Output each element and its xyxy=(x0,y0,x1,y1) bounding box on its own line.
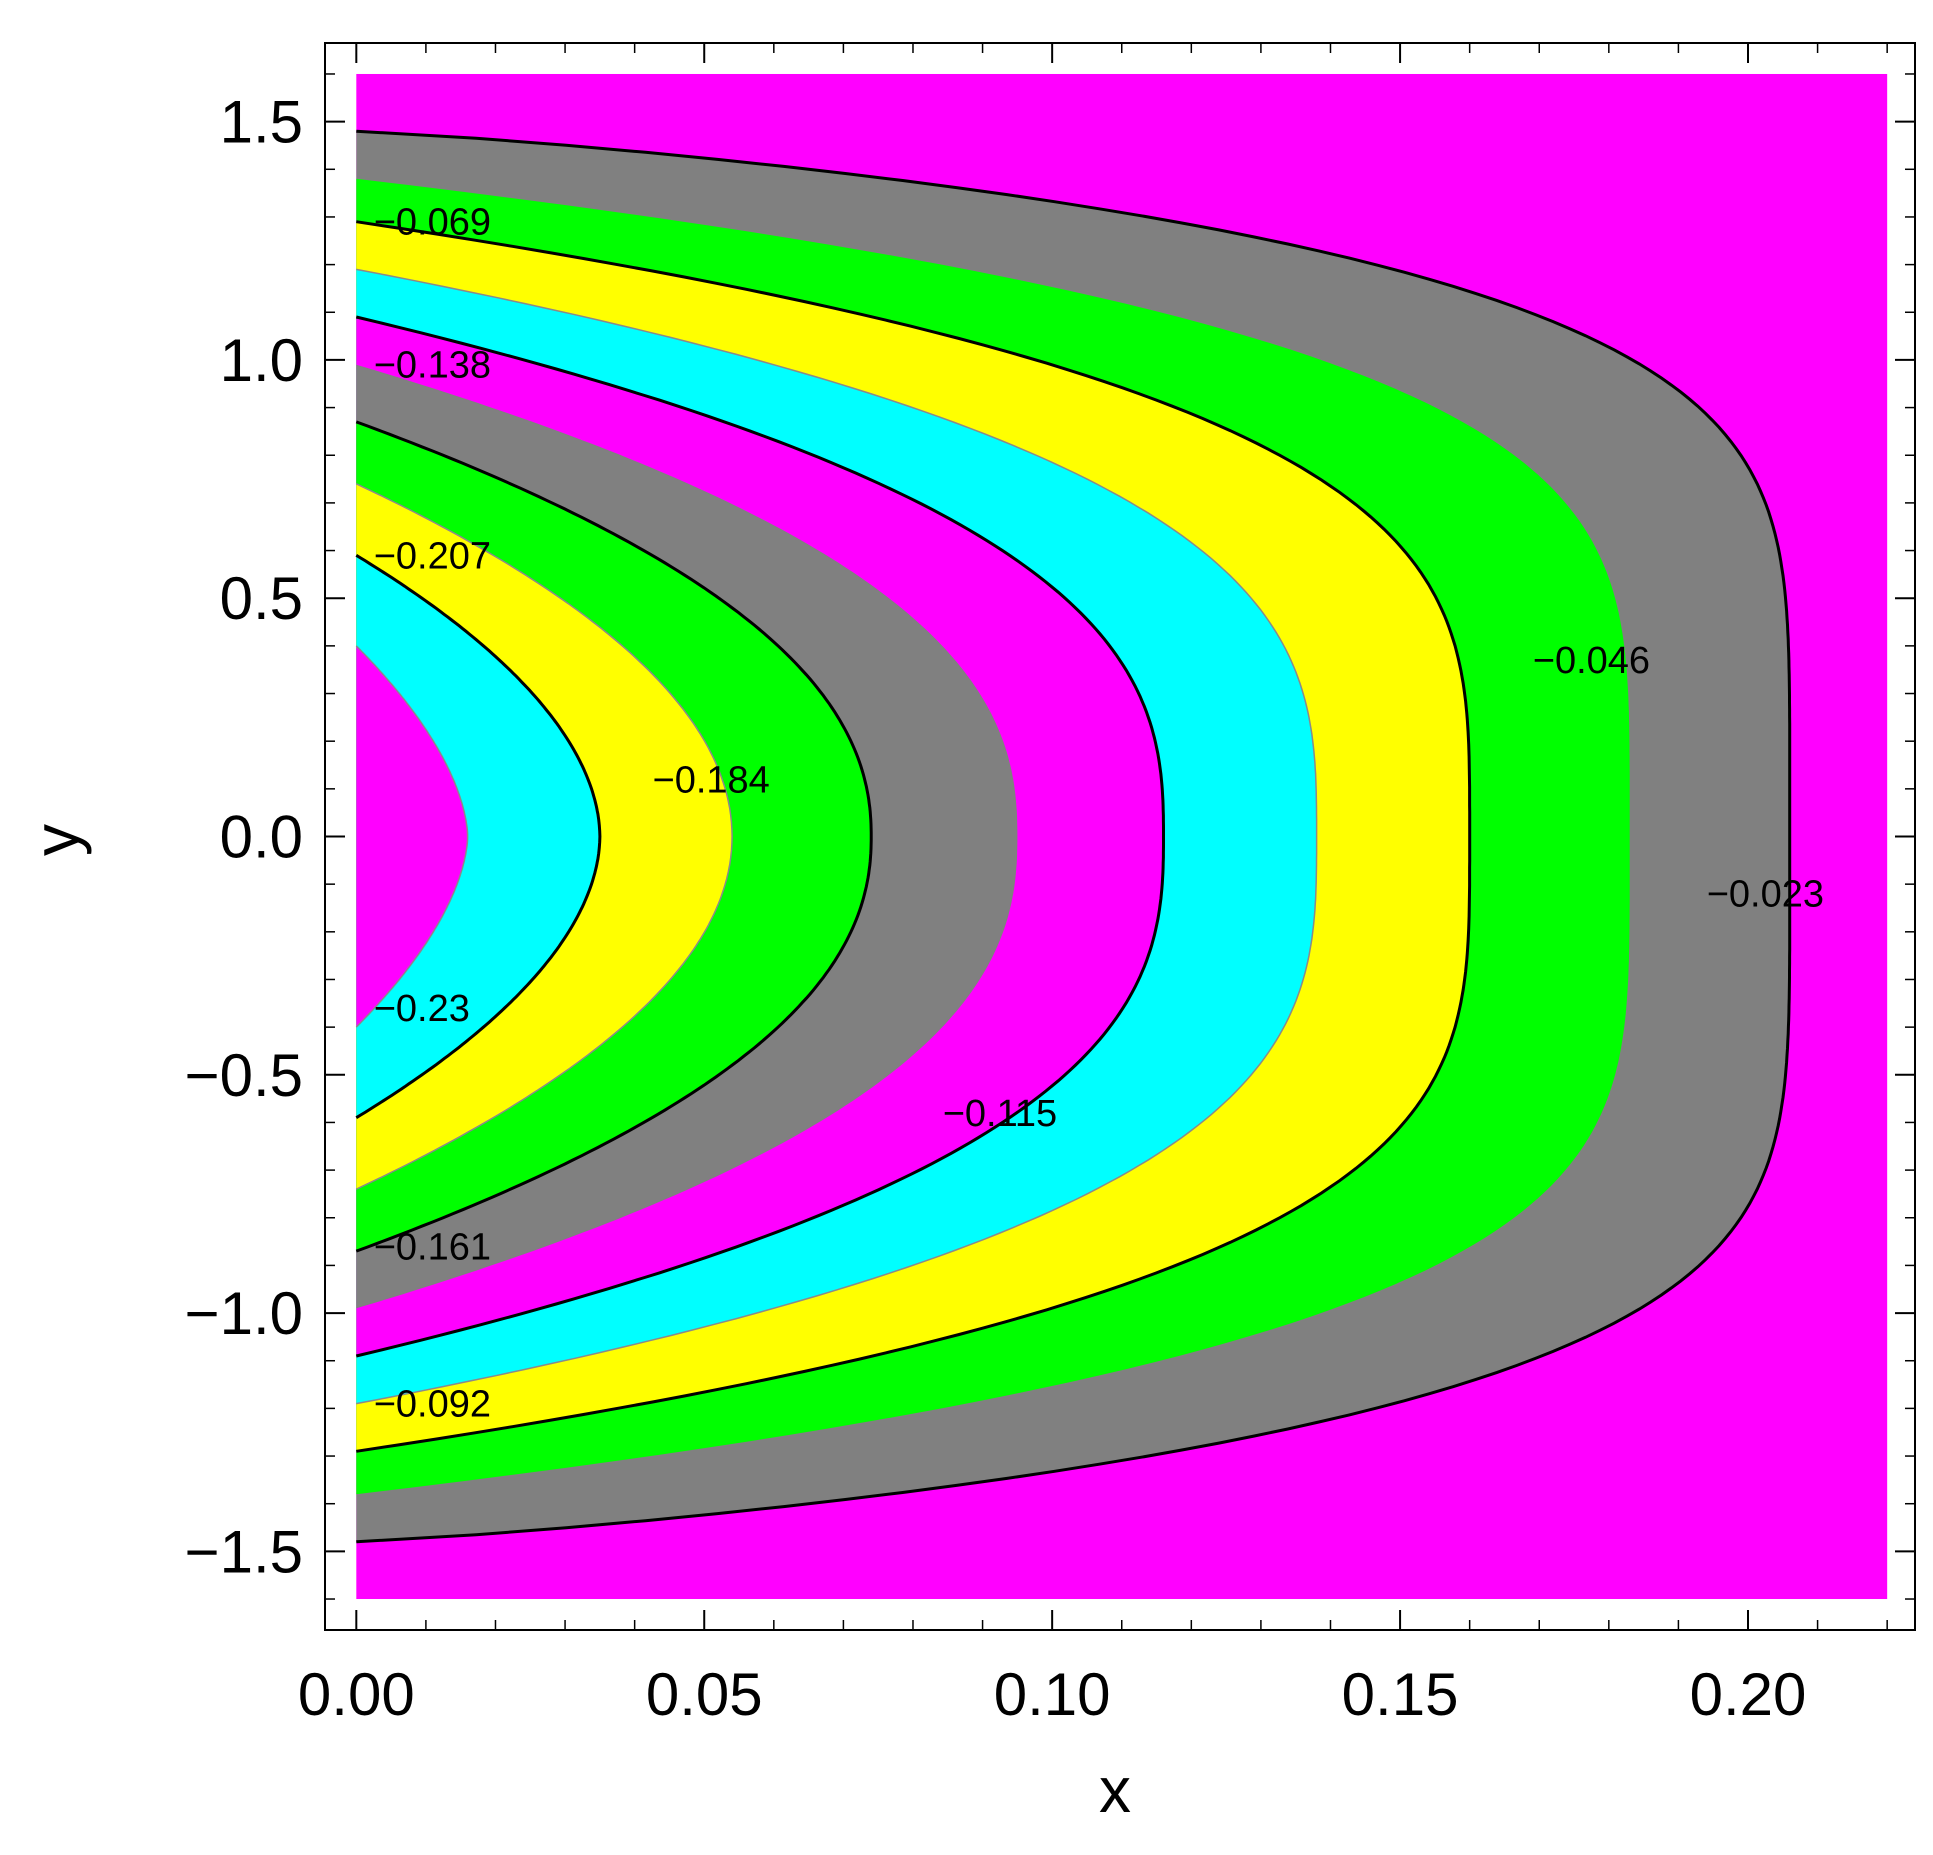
contour-label: −0.046 xyxy=(1533,640,1650,682)
contour-bands xyxy=(355,73,1888,1600)
contour-label: −0.161 xyxy=(374,1226,491,1268)
contour-line xyxy=(355,483,733,1190)
y-tick-label: 0.0 xyxy=(220,804,303,871)
x-tick-label: 0.00 xyxy=(298,1661,415,1728)
y-tick-label: 1.0 xyxy=(220,327,303,394)
contour-line xyxy=(355,315,1165,1358)
contour-line xyxy=(355,420,873,1253)
x-tick-label: 0.20 xyxy=(1690,1661,1807,1728)
y-tick-label: 1.5 xyxy=(220,89,303,156)
y-tick-label: −1.5 xyxy=(185,1518,303,1585)
contour-band xyxy=(356,555,600,1118)
contour-label: −0.069 xyxy=(374,202,491,244)
contour-line xyxy=(356,129,1792,1544)
contour-label: −0.092 xyxy=(374,1384,491,1426)
contour-line xyxy=(356,220,1472,1453)
y-tick-label: −1.0 xyxy=(185,1280,303,1347)
contour-band xyxy=(356,645,468,1028)
y-tick-label: 0.5 xyxy=(220,565,303,632)
y-axis-title: y xyxy=(20,824,92,856)
x-tick-label: 0.05 xyxy=(646,1661,763,1728)
contour-line xyxy=(355,645,469,1028)
contour-line xyxy=(355,554,602,1119)
contour-label: −0.023 xyxy=(1707,874,1824,916)
x-tick-label: 0.10 xyxy=(994,1661,1111,1728)
axis-ticks: 0.00 0.05 0.10 0.15 0.20 1.5 1.0 0.5 0.0 −0.5 −1.0… xyxy=(185,43,1915,1728)
x-tick-label: 0.15 xyxy=(1342,1661,1459,1728)
contour-label: −0.138 xyxy=(374,345,491,387)
contour-label: −0.23 xyxy=(374,988,470,1030)
contour-label: −0.207 xyxy=(374,535,491,577)
contour-label: −0.115 xyxy=(943,1093,1057,1135)
x-axis-title: x xyxy=(1099,1754,1131,1826)
y-tick-label: −0.5 xyxy=(185,1042,303,1109)
contour-line xyxy=(356,268,1318,1405)
contour-label: −0.184 xyxy=(653,759,770,801)
contour-labels: −0.023 −0.046 −0.115 −0.184 −0.069 −0.138 −0.2… xyxy=(374,202,1824,1426)
